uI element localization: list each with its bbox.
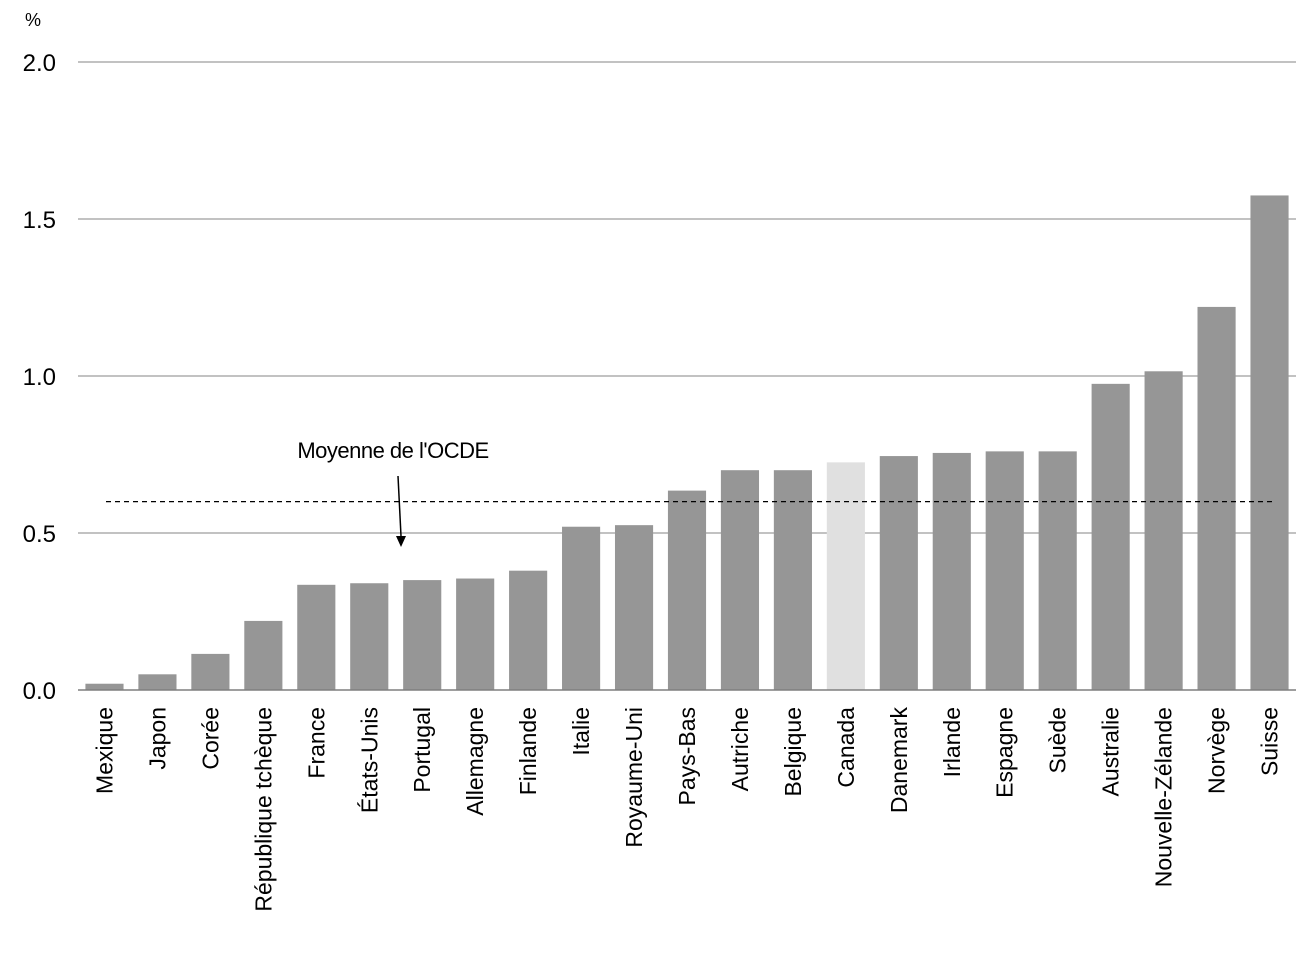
x-tick-label: Finlande xyxy=(515,707,541,795)
bar-norvège xyxy=(1197,306,1236,690)
x-tick-label: Portugal xyxy=(409,707,435,793)
bar-portugal xyxy=(403,580,442,690)
bar-pays-bas xyxy=(667,490,707,690)
x-tick-label: Italie xyxy=(568,707,594,756)
x-tick-label: Suède xyxy=(1045,707,1071,774)
oecd-average-arrow xyxy=(397,475,402,537)
y-axis-unit-label: % xyxy=(25,10,41,30)
x-tick-label: Autriche xyxy=(727,707,753,791)
bar-autriche xyxy=(720,470,760,690)
bar-suède xyxy=(1038,451,1077,690)
bar-belgique xyxy=(773,470,812,690)
bar-finlande xyxy=(509,570,548,690)
bar-canada xyxy=(826,462,865,690)
x-axis-category-labels: Mexique Japon Corée République tchèque Franc… xyxy=(91,707,1282,912)
x-tick-label: Pays-Bas xyxy=(674,707,700,805)
x-tick-label: Canada xyxy=(833,707,859,788)
x-tick-label: Norvège xyxy=(1204,707,1230,794)
x-tick-label: France xyxy=(303,707,329,779)
x-tick-label: Irlande xyxy=(939,707,965,777)
x-tick-label: États-Unis xyxy=(356,707,382,813)
bar-allemagne xyxy=(456,578,495,690)
x-tick-label: Mexique xyxy=(91,707,117,794)
x-tick-label: Suisse xyxy=(1257,707,1283,776)
oecd-average-arrowhead xyxy=(396,536,406,547)
y-tick-label: 2.0 xyxy=(23,50,56,77)
y-tick-label: 1.5 xyxy=(23,207,56,234)
x-tick-label: Corée xyxy=(197,707,223,770)
x-tick-label: Danemark xyxy=(886,707,912,814)
bar-australie xyxy=(1091,383,1130,690)
x-tick-label: Belgique xyxy=(780,707,806,797)
bar-italie xyxy=(562,526,601,690)
bar-nouvelle-zélande xyxy=(1144,371,1183,690)
y-axis-tick-labels: 0.0 0.5 1.0 1.5 2.0 xyxy=(23,50,56,705)
bar-royaume-uni xyxy=(614,525,654,690)
oecd-average-label: Moyenne de l'OCDE xyxy=(297,438,488,463)
x-tick-label: Japon xyxy=(144,707,170,770)
x-tick-label: Royaume-Uni xyxy=(621,707,647,848)
bar-états-unis xyxy=(350,583,389,690)
y-tick-label: 1.0 xyxy=(23,364,56,391)
y-tick-label: 0.0 xyxy=(23,678,56,705)
x-tick-label: Australie xyxy=(1098,707,1124,796)
bar-république-tchèque xyxy=(244,620,283,690)
x-tick-label: Espagne xyxy=(992,707,1018,798)
x-tick-label: République tchèque xyxy=(250,707,276,912)
bar-irlande xyxy=(932,452,971,690)
bars xyxy=(85,195,1289,690)
bar-suisse xyxy=(1250,195,1289,690)
bar-mexique xyxy=(85,683,124,690)
bar-danemark xyxy=(879,456,918,690)
oecd-average-reference: Moyenne de l'OCDE xyxy=(106,438,1272,547)
x-tick-label: Allemagne xyxy=(462,707,488,816)
bar-france xyxy=(297,584,336,690)
bar-japon xyxy=(138,674,177,690)
x-tick-label: Nouvelle-Zélande xyxy=(1151,707,1177,887)
y-tick-label: 0.5 xyxy=(23,521,56,548)
bar-corée xyxy=(191,653,230,690)
bar-espagne xyxy=(985,451,1024,690)
